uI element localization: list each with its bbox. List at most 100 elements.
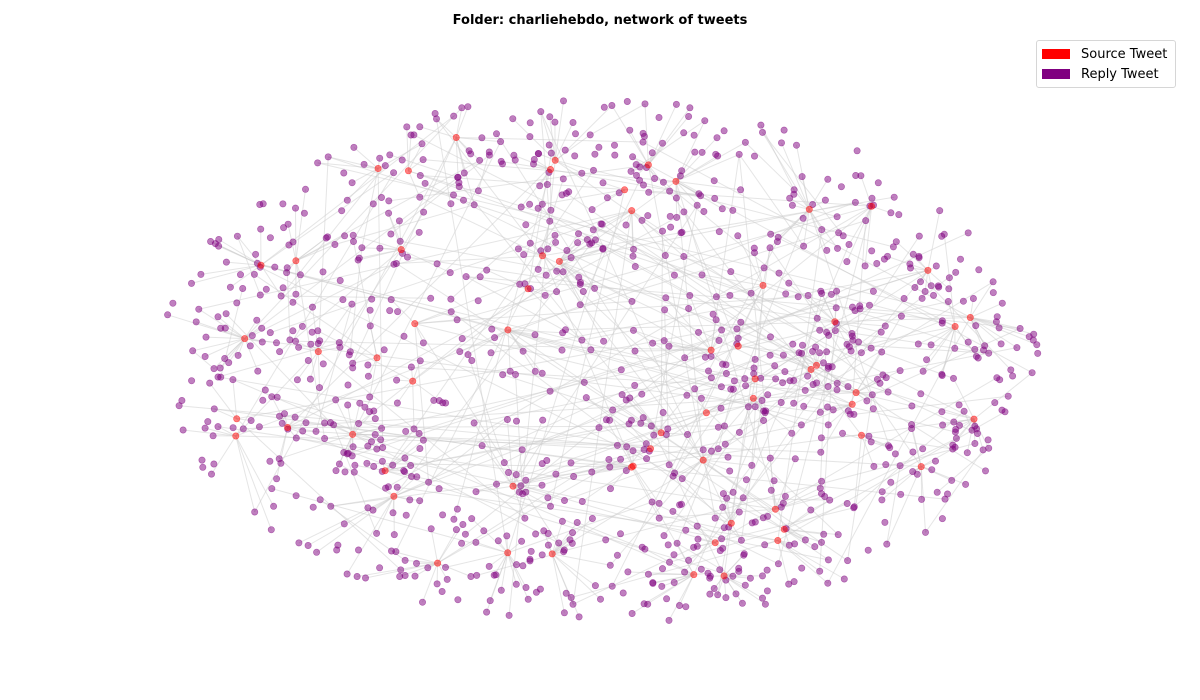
reply-tweet-node — [529, 160, 537, 168]
reply-tweet-node — [526, 119, 534, 127]
reply-tweet-node — [800, 242, 808, 250]
reply-tweet-node — [915, 232, 923, 240]
reply-tweet-node — [884, 388, 892, 396]
tweet-edge — [259, 266, 785, 530]
reply-tweet-node — [843, 340, 851, 348]
reply-tweet-node — [804, 372, 812, 380]
source-tweet-node — [759, 281, 767, 289]
tweet-edge — [412, 381, 415, 429]
reply-tweet-node — [704, 367, 712, 375]
source-tweet-node — [657, 429, 665, 437]
reply-tweet-node — [368, 295, 376, 303]
reply-tweet-node — [536, 182, 544, 190]
reply-tweet-node — [197, 270, 205, 278]
reply-tweet-node — [562, 189, 570, 197]
source-tweet-node — [805, 205, 813, 213]
tweet-edge — [706, 389, 838, 414]
source-tweet-node — [257, 261, 265, 269]
tweet-edge — [271, 488, 508, 554]
source-tweet-node — [381, 467, 389, 475]
reply-tweet-node — [485, 562, 493, 570]
reply-tweet-node — [897, 312, 905, 320]
reply-tweet-node — [666, 187, 674, 195]
reply-tweet-node — [673, 539, 681, 547]
tweet-edge — [738, 154, 805, 247]
reply-tweet-node — [629, 252, 637, 260]
reply-tweet-node — [379, 443, 387, 451]
reply-tweet-node — [519, 347, 527, 355]
source-tweet-node — [546, 166, 554, 174]
tweet-edge — [235, 172, 395, 437]
reply-tweet-node — [499, 371, 507, 379]
reply-tweet-node — [611, 151, 619, 159]
reply-tweet-node — [649, 339, 657, 347]
reply-tweet-node — [748, 519, 756, 527]
reply-tweet-node — [700, 208, 708, 216]
reply-tweet-node — [559, 175, 567, 183]
reply-tweet-node — [293, 376, 301, 384]
source-tweet-node — [390, 492, 398, 500]
tweet-edge — [388, 164, 649, 202]
reply-tweet-node — [291, 204, 299, 212]
reply-tweet-node — [658, 582, 666, 590]
reply-tweet-node — [547, 206, 555, 214]
reply-tweet-node — [480, 527, 488, 535]
reply-tweet-node — [464, 351, 472, 359]
reply-tweet-node — [234, 351, 242, 359]
tweet-edge — [663, 406, 756, 536]
reply-tweet-node — [838, 429, 846, 437]
reply-tweet-node — [418, 598, 426, 606]
reply-tweet-node — [195, 305, 203, 313]
reply-tweet-node — [897, 490, 905, 498]
reply-tweet-node — [1034, 349, 1042, 357]
tweet-edge — [703, 459, 752, 466]
reply-tweet-node — [415, 429, 423, 437]
reply-tweet-node — [239, 425, 247, 433]
source-tweet-node — [411, 320, 419, 328]
tweet-edge — [393, 476, 418, 497]
reply-tweet-node — [309, 503, 317, 511]
reply-tweet-node — [927, 282, 935, 290]
reply-tweet-node — [956, 255, 964, 263]
tweet-edge — [754, 252, 764, 286]
source-tweet-node — [314, 348, 322, 356]
tweet-edge — [244, 107, 463, 339]
reply-tweet-node — [215, 242, 223, 250]
source-tweet-node — [509, 482, 517, 490]
tweet-edge — [675, 153, 740, 182]
reply-tweet-node — [626, 126, 634, 134]
reply-tweet-node — [833, 379, 841, 387]
tweet-edge — [359, 249, 402, 259]
reply-tweet-node — [289, 298, 297, 306]
reply-tweet-node — [631, 347, 639, 355]
reply-tweet-node — [883, 540, 891, 548]
reply-tweet-node — [832, 304, 840, 312]
tweet-edge — [554, 159, 583, 174]
reply-tweet-node — [302, 419, 310, 427]
tweet-edge — [276, 427, 289, 479]
reply-tweet-node — [763, 587, 771, 595]
reply-tweet-node — [215, 236, 223, 244]
tweet-edge — [611, 105, 649, 166]
tweet-edge — [232, 379, 694, 576]
source-tweet-node — [812, 361, 820, 369]
reply-tweet-node — [908, 402, 916, 410]
tweet-edge — [436, 118, 457, 138]
reply-tweet-node — [715, 336, 723, 344]
reply-tweet-node — [766, 454, 774, 462]
reply-tweet-node — [781, 492, 789, 500]
reply-tweet-node — [295, 539, 303, 547]
reply-tweet-node — [538, 551, 546, 559]
reply-tweet-node — [606, 485, 614, 493]
reply-tweet-node — [313, 548, 321, 556]
source-tweet-node — [434, 559, 442, 567]
reply-tweet-node — [472, 538, 480, 546]
reply-tweet-node — [542, 271, 550, 279]
reply-tweet-node — [707, 352, 715, 360]
tweet-edge — [352, 433, 381, 441]
reply-tweet-node — [729, 488, 737, 496]
tweet-edge — [551, 532, 573, 555]
reply-tweet-node — [918, 495, 926, 503]
reply-tweet-node — [291, 337, 299, 345]
reply-tweet-node — [562, 589, 570, 597]
